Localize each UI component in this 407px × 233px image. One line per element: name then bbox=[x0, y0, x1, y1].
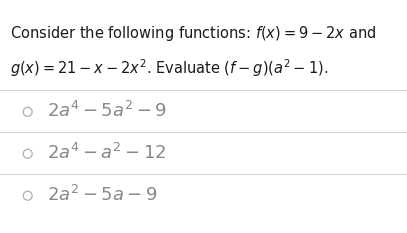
Text: $g(x) = 21 - x - 2x^2$. Evaluate $(f - g)(a^2 - 1)$.: $g(x) = 21 - x - 2x^2$. Evaluate $(f - g… bbox=[10, 57, 328, 79]
Text: $2a^4 - 5a^2 - 9$: $2a^4 - 5a^2 - 9$ bbox=[47, 101, 167, 121]
Text: $2a^4 - a^2 - 12$: $2a^4 - a^2 - 12$ bbox=[47, 143, 166, 163]
Text: $2a^2 - 5a - 9$: $2a^2 - 5a - 9$ bbox=[47, 185, 158, 205]
Text: Consider the following functions: $f(x) = 9 - 2x$ and: Consider the following functions: $f(x) … bbox=[10, 24, 376, 44]
